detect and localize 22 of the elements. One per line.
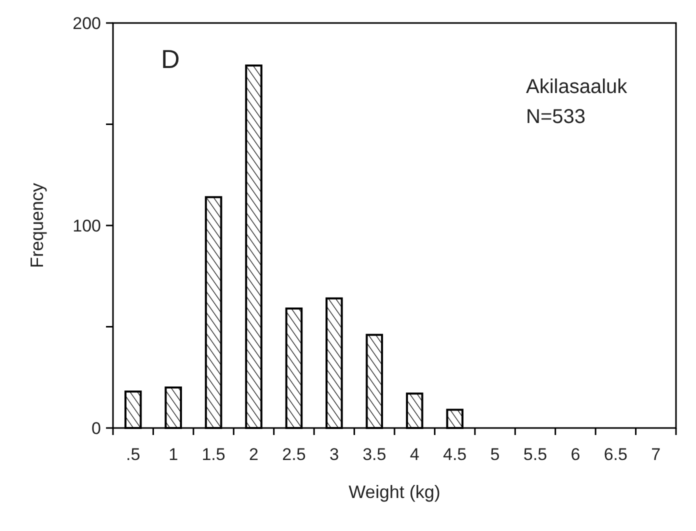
annotation: D — [161, 44, 180, 74]
x-tick-label: 2 — [249, 445, 258, 464]
annotation: N=533 — [526, 106, 586, 128]
x-axis-title: Weight (kg) — [348, 482, 440, 502]
x-tick-label: .5 — [126, 445, 140, 464]
annotation: Akilasaaluk — [526, 76, 628, 98]
x-tick-label: 1.5 — [202, 445, 226, 464]
x-tick-label: 7 — [651, 445, 661, 464]
y-tick-label: 0 — [92, 418, 101, 438]
y-tick-label: 200 — [72, 14, 101, 33]
x-tick-label: 6 — [570, 445, 580, 464]
x-tick-label: 2.5 — [282, 445, 306, 464]
x-tick-label: 4.5 — [443, 445, 467, 464]
x-tick-label: 3 — [329, 445, 339, 464]
x-tick-label: 6.5 — [604, 445, 628, 464]
y-axis-title: Frequency — [27, 182, 47, 268]
y-tick-label: 100 — [72, 216, 101, 236]
x-tick-label: 3.5 — [362, 445, 386, 464]
x-tick-label: 5 — [490, 445, 500, 464]
x-tick-label: 1 — [168, 445, 178, 464]
x-tick-label: 4 — [410, 445, 420, 464]
x-tick-label: 5.5 — [523, 445, 548, 464]
